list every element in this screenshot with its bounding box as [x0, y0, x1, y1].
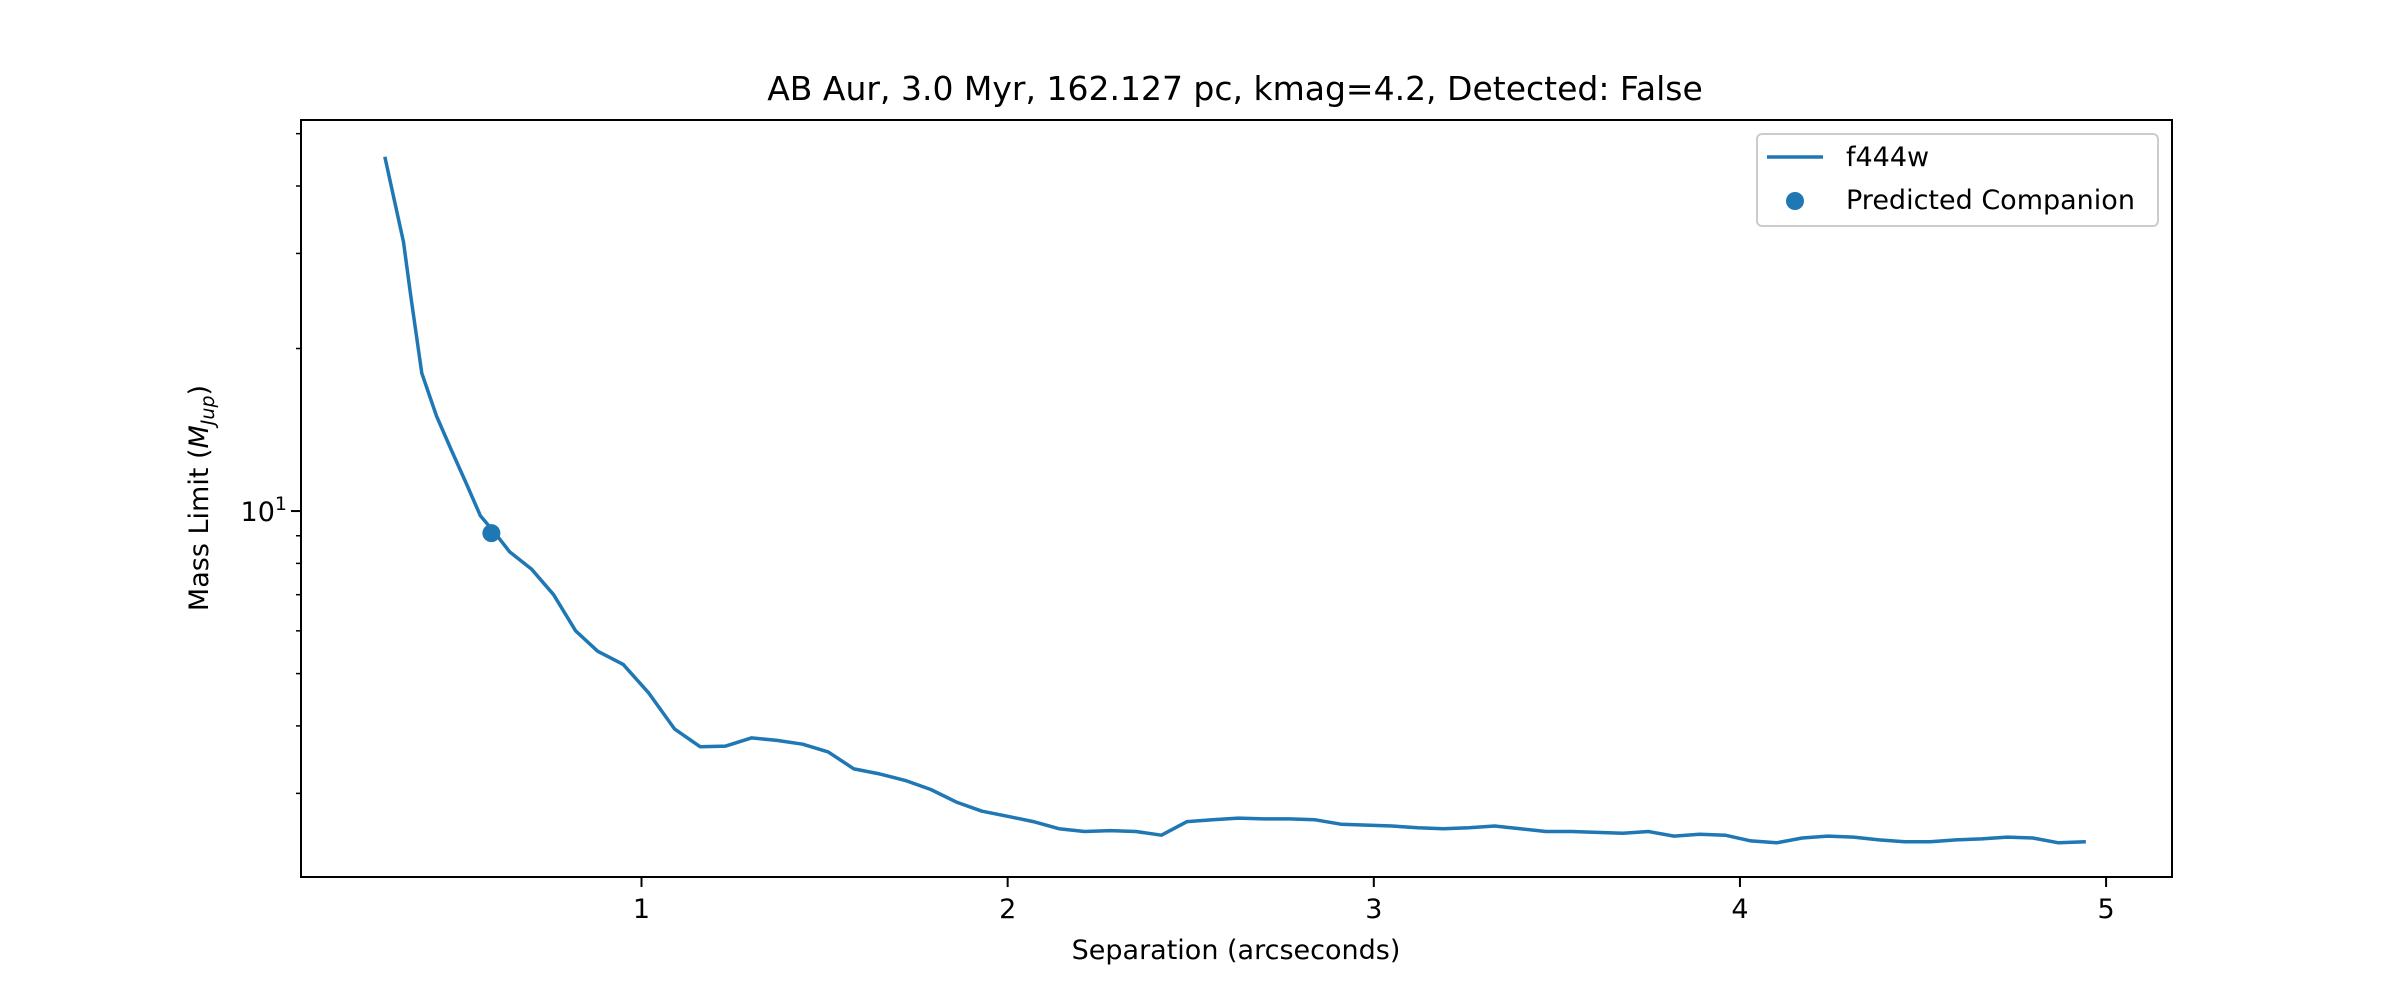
y-axis-label-suffix: ): [184, 385, 215, 396]
x-axis-label: Separation (arcseconds): [1072, 935, 1401, 966]
plot-area: [300, 119, 2173, 878]
legend-frame: [1756, 133, 2159, 227]
y-axis-label-sub: Jup: [197, 395, 219, 429]
x-tick-label: 2: [999, 894, 1016, 925]
series-line-f444w: [383, 156, 2086, 845]
y-tick-label: 101: [241, 493, 287, 528]
legend-label-f444w: f444w: [1846, 142, 1929, 173]
y-axis-ticks: 101: [241, 132, 301, 795]
x-tick-label: 4: [1731, 894, 1748, 925]
x-axis-ticks: 1 2 3 4 5: [633, 877, 2115, 925]
y-axis-label-prefix: Mass Limit (: [184, 448, 215, 611]
series-layer: [383, 156, 2086, 845]
legend-label-predicted-companion: Predicted Companion: [1846, 185, 2135, 216]
y-axis-label: Mass Limit (MJup): [184, 385, 219, 611]
y-axis-label-math: M: [184, 425, 215, 448]
predicted-companion-point: [482, 524, 501, 543]
x-tick-label: 3: [1365, 894, 1382, 925]
legend-marker-swatch: [1786, 192, 1804, 210]
x-tick-label: 1: [633, 894, 650, 925]
legend: f444w Predicted Companion: [1756, 133, 2159, 227]
plot-frame: [300, 119, 2173, 878]
x-tick-label: 5: [2098, 894, 2115, 925]
chart-title: AB Aur, 3.0 Myr, 162.127 pc, kmag=4.2, D…: [767, 69, 1703, 108]
marker-layer: [482, 524, 501, 543]
